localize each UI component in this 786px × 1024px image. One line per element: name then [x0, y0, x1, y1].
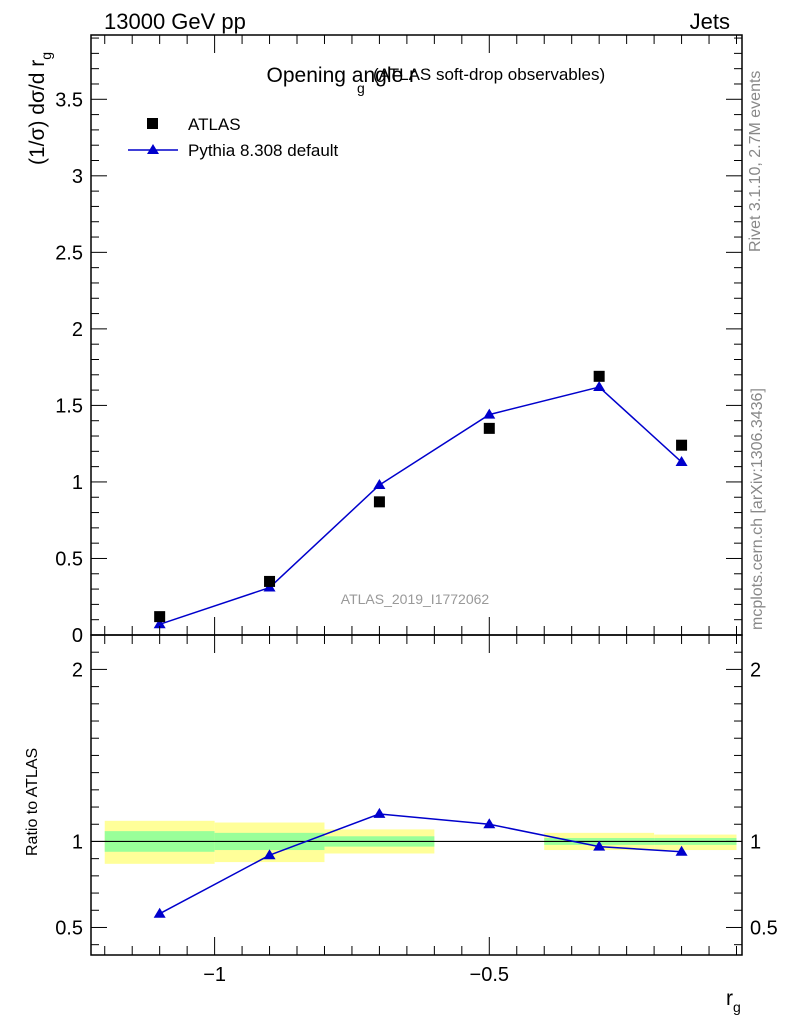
data-point	[483, 422, 495, 434]
main-y-tick-label: 2	[72, 319, 83, 341]
main-y-label: (1/σ) dσ/d rg	[26, 52, 54, 165]
header-right: Jets	[690, 9, 730, 34]
legend: ATLAS Pythia 8.308 default	[128, 115, 339, 160]
ratio-y-tick-label-right: 2	[750, 659, 761, 681]
legend-mc-label: Pythia 8.308 default	[188, 141, 339, 160]
ratio-y-tick-label-right: 1	[750, 831, 761, 853]
ratio-y-label: Ratio to ATLAS	[24, 748, 41, 856]
ratio-line	[159, 813, 682, 915]
svg-text:(ATLAS soft-drop observables): (ATLAS soft-drop observables)	[373, 65, 605, 84]
svg-text:g: g	[357, 80, 365, 96]
x-tick-label: −0.5	[470, 964, 509, 986]
mc-point	[675, 456, 688, 467]
main-y-tick-label: 0	[72, 625, 83, 647]
ratio-plot-area	[91, 807, 742, 918]
legend-data-marker	[147, 118, 158, 129]
ratio-point	[675, 845, 688, 856]
data-point	[676, 439, 688, 451]
main-y-tick-label: 0.5	[55, 548, 83, 570]
legend-data-label: ATLAS	[188, 115, 241, 134]
x-tick-label: −1	[203, 964, 226, 986]
ratio-frame	[90, 634, 743, 956]
svg-text:(1/σ) dσ/d rg: (1/σ) dσ/d rg	[26, 52, 54, 165]
ratio-axis-ticks: 0.5 0.5 1 1 2 2 −1 −0.5	[55, 635, 778, 986]
ratio-y-tick-label: 2	[72, 659, 83, 681]
main-plot-area	[153, 370, 688, 629]
ratio-point	[263, 849, 276, 860]
rivet-info: Rivet 3.1.10, 2.7M events	[747, 71, 764, 252]
main-y-tick-label: 2.5	[55, 242, 83, 264]
main-title: Opening angle r g (ATLAS soft-drop obser…	[267, 64, 606, 96]
mcplots-info: mcplots.cern.ch [arXiv:1306.3436]	[749, 388, 766, 630]
data-point	[373, 496, 385, 508]
main-axis-ticks: 0.5 1 1.5 2 2.5 3 3.5 0	[55, 35, 742, 647]
mc-point	[593, 381, 606, 392]
svg-text:Opening angle r: Opening angle r	[267, 64, 416, 87]
ratio-point	[593, 840, 606, 851]
main-panel: 0.5 1 1.5 2 2.5 3 3.5 0 Opening angle r g (ATLA…	[55, 34, 743, 647]
mc-point	[153, 618, 166, 629]
main-y-tick-label: 1.5	[55, 395, 83, 417]
mc-line	[159, 386, 683, 625]
mc-point	[483, 408, 496, 419]
main-y-tick-label: 3	[72, 166, 83, 188]
ratio-y-tick-label: 1	[72, 831, 83, 853]
data-point	[154, 611, 166, 623]
mc-point	[373, 479, 386, 489]
data-point	[264, 575, 276, 587]
data-point	[593, 370, 605, 382]
ratio-point	[153, 907, 166, 918]
main-y-tick-label: 1	[72, 472, 83, 494]
ratio-point	[373, 807, 386, 818]
x-axis-label: rg	[726, 987, 741, 1015]
header-left: 13000 GeV pp	[104, 9, 246, 34]
ratio-y-tick-label-right: 0.5	[750, 917, 778, 939]
legend-mc-marker	[147, 144, 159, 154]
ratio-y-tick-label: 0.5	[55, 917, 83, 939]
analysis-watermark: ATLAS_2019_I1772062	[341, 591, 490, 607]
ratio-point	[483, 818, 496, 829]
main-y-tick-label: 3.5	[55, 89, 83, 111]
ratio-panel: 0.5 0.5 1 1 2 2 −1 −0.5	[55, 634, 778, 986]
